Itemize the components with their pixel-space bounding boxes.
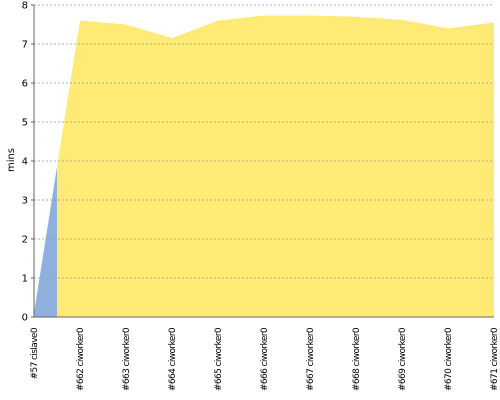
y-tick-label: 5 bbox=[22, 118, 28, 129]
y-tick-label: 2 bbox=[22, 235, 28, 246]
x-tick-label: #665 ciworker0 bbox=[214, 327, 224, 391]
x-tick-label: #667 ciworker0 bbox=[306, 327, 316, 391]
area-segment bbox=[241, 15, 287, 318]
y-tick-label: 8 bbox=[22, 1, 28, 12]
y-axis-label: mins bbox=[6, 148, 17, 172]
x-tick-label: #663 ciworker0 bbox=[122, 327, 132, 391]
area-segment bbox=[103, 22, 149, 318]
area-segment bbox=[149, 29, 195, 317]
area-segment bbox=[333, 16, 379, 318]
y-tick-label: 1 bbox=[22, 274, 28, 285]
area-segment bbox=[57, 20, 103, 317]
area-segment bbox=[379, 18, 425, 317]
y-tick-label: 6 bbox=[22, 79, 28, 90]
x-tick-label: #670 ciworker0 bbox=[444, 327, 454, 391]
x-tick-label: #666 ciworker0 bbox=[260, 327, 270, 391]
x-tick-label: #669 ciworker0 bbox=[398, 327, 408, 391]
x-tick-label: #664 ciworker0 bbox=[168, 327, 178, 391]
x-tick-label: #668 ciworker0 bbox=[352, 327, 362, 391]
area-segment bbox=[471, 22, 494, 318]
y-tick-label: 7 bbox=[22, 40, 28, 51]
x-tick-label: #671 ciworker0 bbox=[490, 327, 500, 391]
y-tick-label: 0 bbox=[22, 313, 28, 324]
y-tick-label: 3 bbox=[22, 196, 28, 207]
area-segment bbox=[195, 18, 241, 317]
x-tick-label: #662 ciworker0 bbox=[76, 327, 86, 391]
area-segment bbox=[425, 24, 471, 318]
x-tick-label: #57 cislave0 bbox=[30, 327, 40, 379]
area-segment bbox=[34, 166, 57, 317]
area-segment bbox=[287, 15, 333, 318]
y-tick-label: 4 bbox=[22, 157, 28, 168]
